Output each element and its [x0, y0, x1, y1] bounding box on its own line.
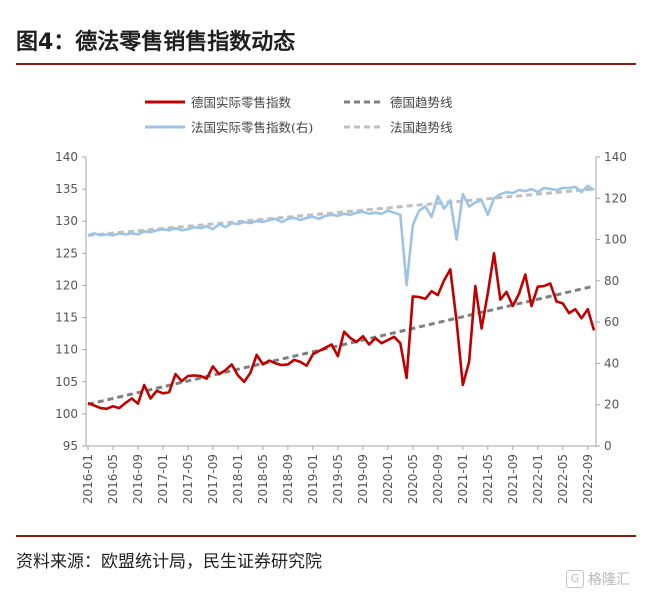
x-tick-label: 2017-01 [156, 454, 170, 504]
left-y-tick-label: 130 [55, 214, 78, 228]
title-divider [16, 63, 636, 65]
right-y-tick-label: 0 [604, 439, 612, 453]
x-tick-label: 2021-09 [506, 454, 520, 504]
right-y-tick-label: 20 [604, 398, 619, 412]
left-y-tick-label: 115 [55, 311, 78, 325]
left-y-tick-label: 140 [55, 150, 78, 164]
series-line-3 [87, 184, 595, 287]
x-tick-label: 2016-09 [131, 454, 145, 504]
x-tick-label: 2022-05 [556, 454, 570, 504]
right-y-tick-label: 120 [604, 191, 627, 205]
legend-label-3: 法国实际零售指数(右) [191, 120, 313, 135]
watermark-text: 格隆汇 [588, 572, 630, 588]
x-tick-label: 2017-05 [181, 454, 195, 504]
left-y-tick-label: 120 [55, 278, 78, 292]
x-tick-label: 2020-05 [406, 454, 420, 504]
right-y-tick-label: 40 [604, 356, 619, 370]
right-y-tick-label: 140 [604, 150, 627, 164]
x-tick-label: 2016-01 [81, 454, 95, 504]
watermark-logo-icon: G [566, 570, 584, 588]
series-line-4 [87, 187, 595, 237]
left-y-tick-label: 100 [55, 407, 78, 421]
x-tick-label: 2019-05 [331, 454, 345, 504]
source-note: 资料来源：欧盟统计局，民生证券研究院 [16, 552, 322, 572]
left-y-tick-label: 105 [55, 375, 78, 389]
right-y-tick-label: 60 [604, 315, 619, 329]
x-tick-label: 2018-01 [231, 454, 245, 504]
figure-title: 图4：德法零售销售指数动态 [16, 30, 296, 55]
left-y-tick-label: 95 [63, 439, 78, 453]
legend-label-2: 德国趋势线 [390, 95, 453, 110]
legend-label-1: 德国实际零售指数 [191, 95, 292, 110]
x-tick-label: 2018-09 [281, 454, 295, 504]
x-tick-label: 2016-05 [106, 454, 120, 504]
left-y-tick-label: 135 [55, 182, 78, 196]
series-layer [87, 184, 596, 411]
x-tick-label: 2021-05 [481, 454, 495, 504]
x-tick-label: 2021-01 [456, 454, 470, 504]
x-tick-label: 2018-05 [256, 454, 270, 504]
source-divider [16, 535, 636, 537]
left-y-tick-label: 110 [55, 343, 78, 357]
legend-label-4: 法国趋势线 [390, 120, 453, 135]
series-line-1 [87, 252, 596, 411]
x-tick-label: 2020-09 [431, 454, 445, 504]
x-tick-label: 2022-01 [531, 454, 545, 504]
x-tick-label: 2020-01 [381, 454, 395, 504]
watermark: G 格隆汇 [566, 569, 630, 589]
x-tick-label: 2019-09 [356, 454, 370, 504]
right-y-tick-label: 80 [604, 274, 619, 288]
left-y-tick-label: 125 [55, 246, 78, 260]
x-tick-label: 2022-09 [581, 454, 595, 504]
axes: 95 100 105 110 115 120 125 130 135 140 0 20 40 60 80 10… [55, 150, 627, 504]
series-line-2 [87, 284, 595, 406]
x-tick-label: 2017-09 [206, 454, 220, 504]
x-tick-label: 2019-01 [306, 454, 320, 504]
right-y-tick-label: 100 [604, 233, 627, 247]
